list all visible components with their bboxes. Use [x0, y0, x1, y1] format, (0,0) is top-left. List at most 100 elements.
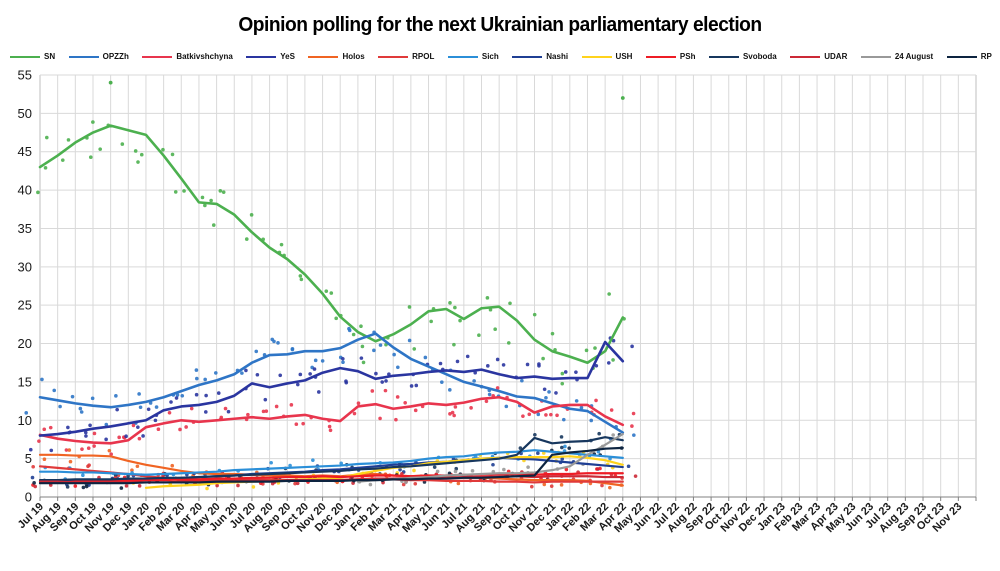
scatter-dot-SN: [584, 348, 589, 353]
scatter-dot-YeS: [169, 400, 173, 404]
scatter-dot-YeS: [83, 430, 88, 435]
scatter-dot-Nashi: [30, 475, 35, 480]
scatter-dot-PSh: [564, 467, 569, 472]
scatter-dot-Svoboda: [65, 485, 70, 489]
scatter-dot-YeS: [226, 409, 231, 414]
legend-item-YeS: YeS: [246, 52, 295, 61]
scatter-dot-SN: [249, 213, 254, 217]
legend-item-Sich: Sich: [447, 52, 499, 61]
scatter-dot-Batkivshchyna: [137, 436, 142, 441]
series-line-SN: [38, 124, 625, 365]
scatter-dot-OPZZh: [504, 404, 509, 409]
scatter-dot-Batkivshchyna: [274, 404, 279, 409]
scatter-dot-Holos: [456, 481, 461, 486]
scatter-dot-Holos: [107, 448, 112, 453]
scatter-dot-Batkivshchyna: [184, 425, 188, 429]
scatter-dot-YeS: [574, 370, 578, 374]
legend-swatch: [68, 55, 99, 58]
scatter-dot-OPZZh: [579, 405, 584, 410]
scatter-dot-SN: [66, 138, 71, 142]
scatter-dot-Holos: [68, 459, 73, 464]
svg-text:45: 45: [18, 144, 32, 159]
scatter-dot-SN: [611, 358, 615, 362]
scatter-dot-SN: [452, 342, 456, 347]
svg-text:25: 25: [18, 298, 32, 313]
scatter-dot-YeS: [153, 418, 158, 423]
scatter-dot-Svoboda: [454, 466, 459, 471]
scatter-dot-RPOL: [413, 481, 418, 486]
legend-label: Nashi: [546, 52, 569, 61]
scatter-dot-Nashi: [536, 451, 540, 456]
scatter-dot-YeS: [594, 363, 599, 368]
scatter-dot-Svoboda: [597, 431, 601, 436]
legend-label: USH: [615, 52, 633, 61]
svg-text:20: 20: [18, 336, 32, 351]
scatter-dot-Batkivshchyna: [403, 400, 407, 405]
legend-swatch: [308, 55, 339, 58]
scatter-dot-OPZZh: [561, 417, 566, 422]
legend-item-Nashi: Nashi: [512, 52, 568, 61]
scatter-dot-Batkivshchyna: [521, 414, 525, 418]
scatter-dot-Holos: [135, 464, 140, 469]
scatter-dot-OPZZh: [194, 368, 199, 372]
scatter-dot-USH: [205, 486, 209, 491]
svg-text:5: 5: [25, 451, 32, 466]
scatter-dot-YeS: [542, 387, 547, 392]
scatter-dot-Batkivshchyna: [48, 425, 53, 430]
scatter-dot-OPZZh: [472, 379, 476, 383]
scatter-dot-YeS: [495, 357, 500, 362]
scatter-dot-USH: [251, 485, 256, 489]
scatter-dot-RPOL: [31, 465, 35, 469]
scatter-dot-Batkivshchyna: [549, 412, 553, 417]
scatter-dot-SN: [458, 318, 462, 323]
scatter-dot-OPZZh: [240, 371, 244, 375]
legend-swatch: [512, 55, 543, 58]
svg-text:40: 40: [18, 183, 32, 198]
svg-text:10: 10: [18, 413, 32, 428]
scatter-dot-SN: [324, 289, 329, 293]
scatter-dot-SN: [360, 344, 365, 349]
scatter-dot-OPZZh: [70, 394, 75, 399]
scatter-dot-YeS: [409, 384, 414, 388]
scatter-dot-24-August: [435, 469, 440, 474]
scatter-dot-SN: [218, 189, 223, 193]
scatter-dot-YeS: [84, 434, 88, 438]
legend-item-Holos: Holos: [308, 52, 365, 61]
scatter-dot-YeS: [537, 364, 541, 368]
scatter-dot-24-August: [404, 480, 408, 485]
scatter-dot-Batkivshchyna: [453, 405, 458, 409]
scatter-dot-SN: [453, 305, 457, 310]
scatter-dot-RP: [81, 485, 86, 490]
scatter-dot-OPZZh: [203, 377, 207, 382]
scatter-dot-Batkivshchyna: [630, 424, 634, 428]
svg-text:35: 35: [18, 221, 32, 236]
scatter-dot-SN: [299, 277, 304, 282]
legend-label: OPZZh: [102, 52, 129, 61]
scatter-dot-SN: [60, 158, 65, 162]
series-line-Svoboda: [38, 436, 624, 482]
scatter-dot-SN: [211, 223, 216, 227]
scatter-dot-Batkivshchyna: [327, 424, 332, 429]
scatter-dot-Nashi: [491, 462, 495, 467]
legend-swatch: [581, 55, 612, 58]
scatter-dot-UDAR: [400, 471, 404, 476]
scatter-dot-YeS: [455, 359, 460, 364]
scatter-dot-SN: [429, 319, 433, 324]
scatter-dot-Batkivshchyna: [631, 411, 636, 416]
scatter-dot-Batkivshchyna: [178, 427, 182, 432]
scatter-dot-SN: [329, 291, 334, 295]
scatter-dot-YeS: [263, 397, 268, 402]
scatter-dot-RP: [447, 471, 452, 476]
scatter-dot-Batkivshchyna: [448, 412, 452, 416]
scatter-dot-SN: [560, 371, 565, 376]
scatter-dot-YeS: [28, 447, 33, 452]
scatter-dot-24-August: [611, 433, 615, 437]
scatter-dot-YeS: [563, 370, 568, 374]
legend-item-UDAR: UDAR: [790, 52, 847, 61]
scatter-dot-Batkivshchyna: [92, 431, 97, 436]
scatter-dot-SN: [334, 316, 338, 321]
scatter-dot-Holos: [42, 457, 47, 462]
scatter-dot-YeS: [115, 407, 119, 412]
scatter-dot-SN: [139, 152, 144, 157]
